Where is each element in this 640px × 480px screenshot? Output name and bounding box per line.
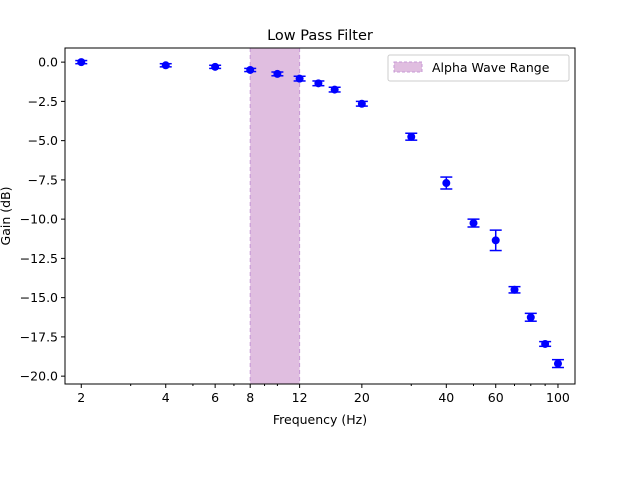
data-marker <box>295 74 304 83</box>
data-marker <box>246 65 255 74</box>
y-tick-label: −15.0 <box>20 290 58 305</box>
x-tick-label: 40 <box>438 390 454 405</box>
y-axis-label: Gain (dB) <box>0 187 13 246</box>
data-marker <box>442 179 451 188</box>
x-axis-label: Frequency (Hz) <box>273 412 367 427</box>
data-point <box>467 218 480 228</box>
x-tick-label: 6 <box>211 390 219 405</box>
data-marker <box>77 58 86 67</box>
y-tick-label: −2.5 <box>28 94 58 109</box>
data-point <box>244 65 257 74</box>
legend-box <box>387 54 570 82</box>
data-point <box>75 58 88 67</box>
data-marker <box>491 236 500 245</box>
data-points <box>75 58 564 369</box>
data-marker <box>211 62 220 71</box>
data-point <box>405 132 418 141</box>
legend-label: Alpha Wave Range <box>432 60 550 75</box>
data-marker <box>510 285 519 294</box>
data-point <box>551 358 564 369</box>
data-marker <box>469 219 478 228</box>
legend-swatch <box>393 61 423 73</box>
x-tick-label: 20 <box>354 390 370 405</box>
plot-frame <box>64 47 576 385</box>
data-point <box>489 229 502 252</box>
x-tick-label: 4 <box>162 390 170 405</box>
data-point <box>271 69 284 78</box>
data-point <box>440 176 453 190</box>
y-tick-label: −12.5 <box>20 251 58 266</box>
data-marker <box>407 132 416 141</box>
x-tick-label: 100 <box>546 390 570 405</box>
legend: Alpha Wave Range <box>387 54 570 82</box>
data-marker <box>541 339 550 348</box>
band-layer <box>249 48 301 384</box>
data-marker <box>330 85 339 94</box>
y-tick-label: −10.0 <box>20 212 58 227</box>
data-point <box>355 99 368 108</box>
data-point <box>209 62 222 71</box>
data-marker <box>273 69 282 78</box>
data-marker <box>526 313 535 322</box>
x-axis: 2 4 6 8 12 20 40 60 100 <box>77 384 570 405</box>
y-tick-label: −5.0 <box>28 133 58 148</box>
x-tick-label: 60 <box>488 390 504 405</box>
data-marker <box>314 79 323 88</box>
data-point <box>539 339 552 348</box>
data-point <box>159 61 172 70</box>
y-tick-label: 0.0 <box>38 55 58 70</box>
data-point <box>508 285 521 294</box>
y-tick-label: −17.5 <box>20 329 58 344</box>
data-marker <box>357 99 366 108</box>
data-point <box>328 85 341 94</box>
alpha-band <box>250 48 300 384</box>
x-tick-label: 8 <box>246 390 254 405</box>
y-axis: 0.0 −2.5 −5.0 −7.5 −10.0 −12.5 −15.0 −17.5 −20.0 <box>20 55 65 384</box>
data-point <box>312 79 325 88</box>
data-point <box>293 74 306 83</box>
chart-title: Low Pass Filter <box>267 28 373 44</box>
y-tick-label: −7.5 <box>28 172 58 187</box>
data-marker <box>553 359 562 368</box>
data-point <box>524 312 537 322</box>
x-tick-label: 2 <box>77 390 85 405</box>
data-marker <box>161 61 170 70</box>
y-tick-label: −20.0 <box>20 369 58 384</box>
x-tick-label: 12 <box>292 390 308 405</box>
